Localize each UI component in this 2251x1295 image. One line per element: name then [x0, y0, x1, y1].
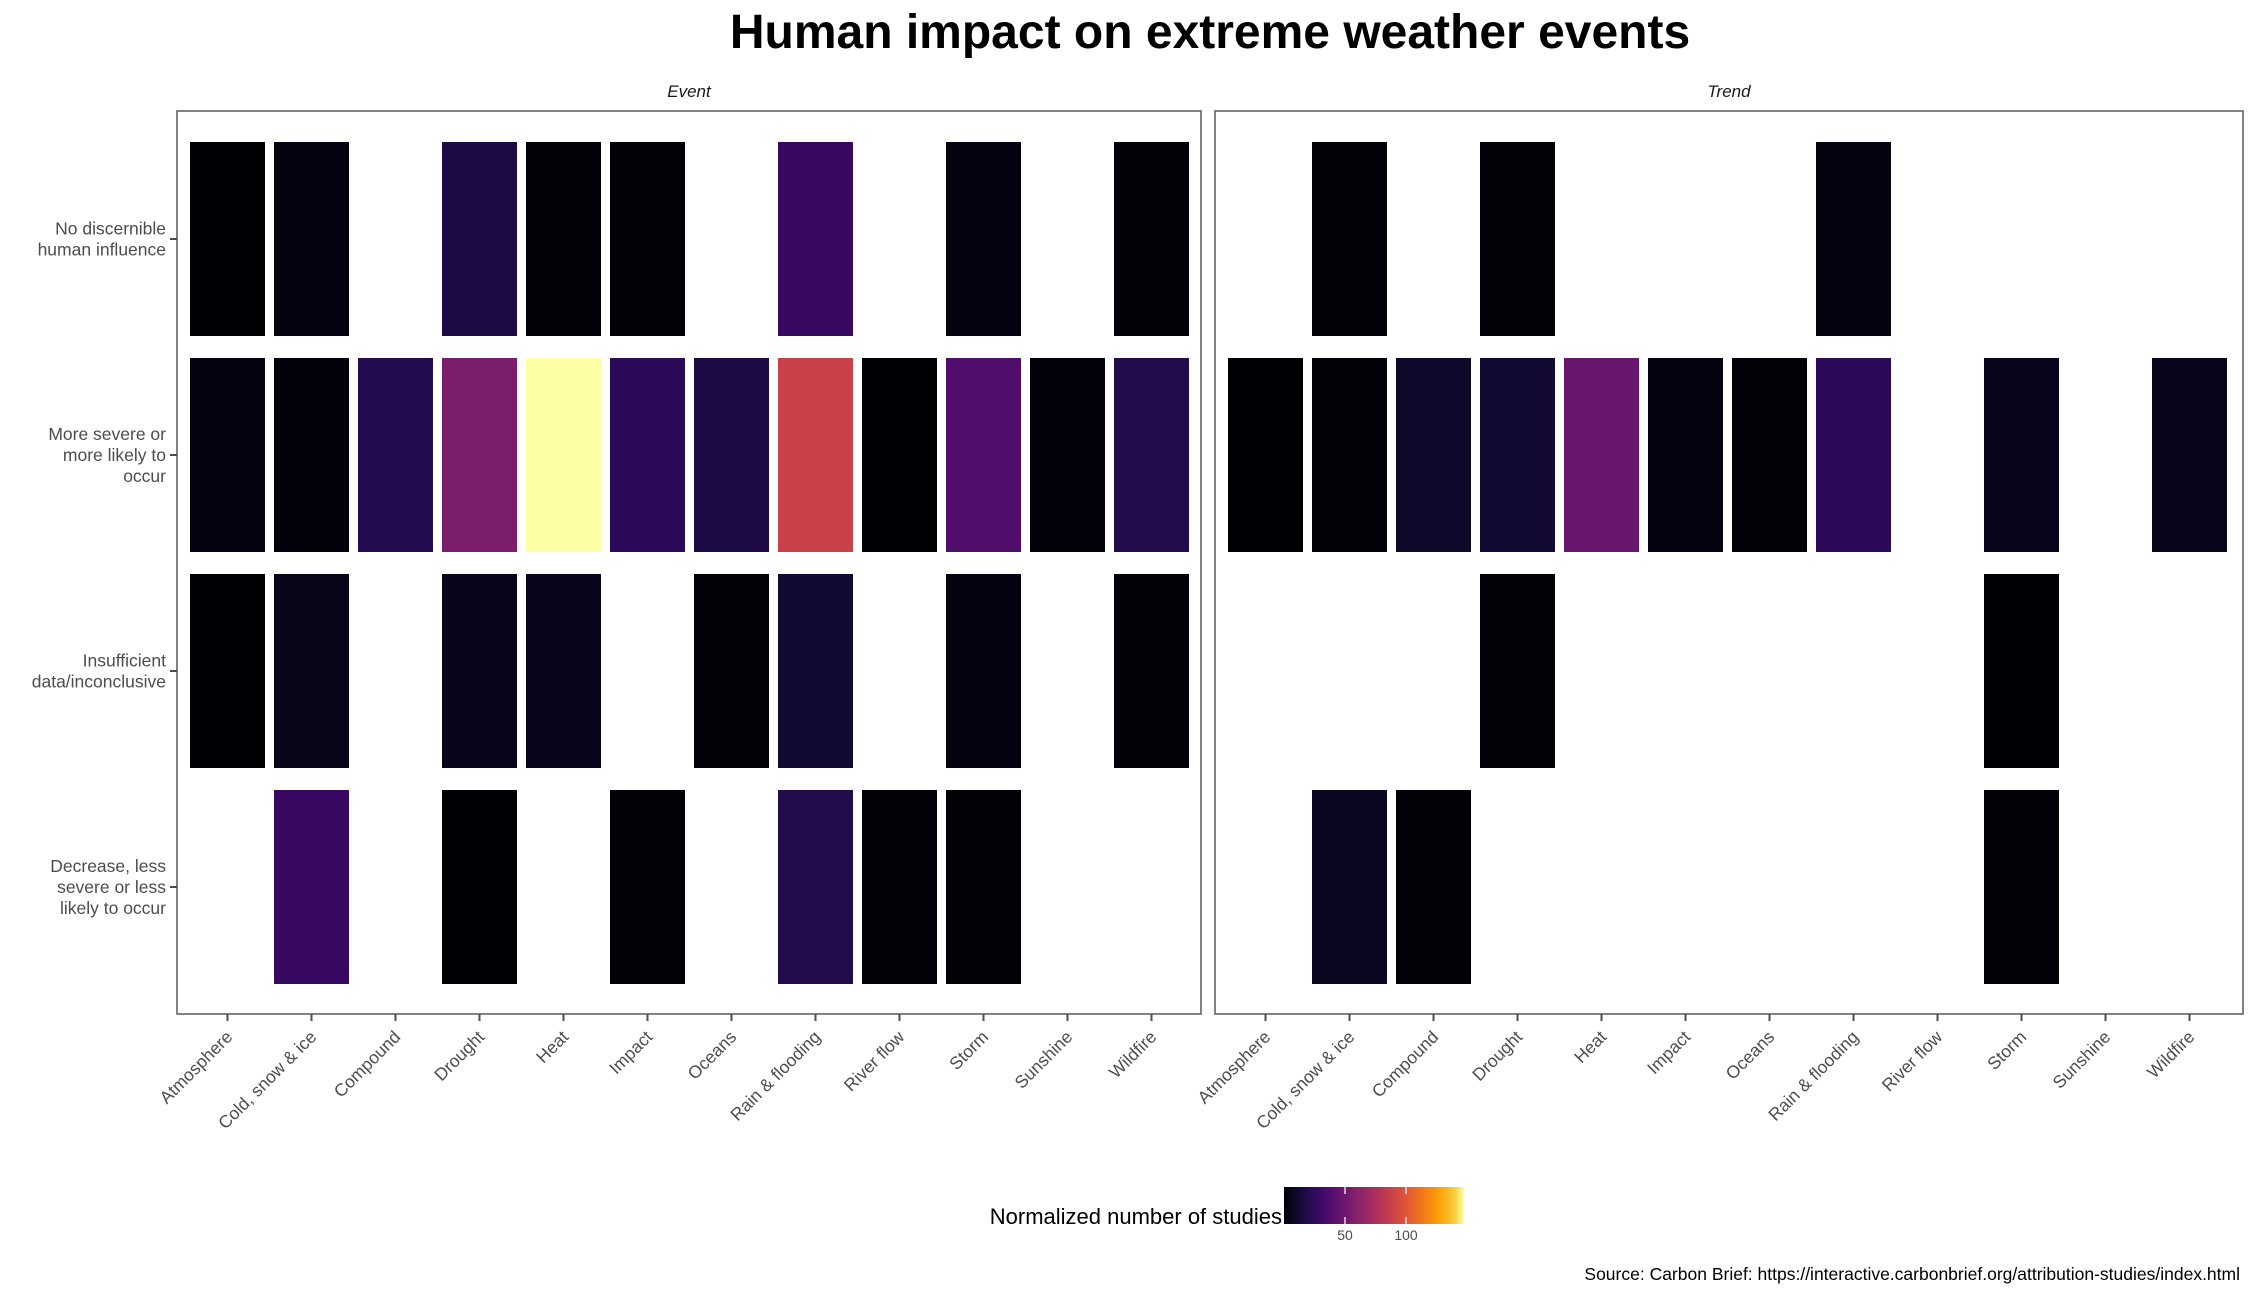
- heatmap-cell: [442, 142, 517, 336]
- heatmap-cell: [1114, 574, 1189, 768]
- heatmap-cell: [1396, 358, 1471, 552]
- heatmap-cell: [1030, 358, 1105, 552]
- panel-border: [1214, 110, 2244, 1015]
- heatmap-cell: [778, 142, 853, 336]
- heatmap-cell: [1312, 142, 1387, 336]
- heatmap-cell: [1396, 790, 1471, 984]
- x-tick-label: Storm: [945, 1027, 992, 1074]
- x-tick-label: Atmosphere: [155, 1027, 236, 1108]
- heatmap-cell: [862, 358, 937, 552]
- colorbar: [1284, 1187, 1464, 1224]
- heatmap-cell: [1984, 574, 2059, 768]
- heatmap-cell: [526, 574, 601, 768]
- x-tick-label: Wildfire: [1105, 1027, 1160, 1082]
- x-tick-label: Drought: [430, 1027, 488, 1085]
- heatmap-cell: [1648, 358, 1723, 552]
- heatmap-cell: [190, 142, 265, 336]
- heatmap-cell: [358, 358, 433, 552]
- x-tick-label: Wildfire: [2143, 1027, 2198, 1082]
- heatmap-cell: [778, 358, 853, 552]
- heatmap-cell: [694, 358, 769, 552]
- x-tick-label: Heat: [1570, 1027, 1610, 1067]
- panel-border: [176, 110, 1202, 1015]
- heatmap-cell: [1816, 142, 1891, 336]
- heatmap-cell: [610, 142, 685, 336]
- heatmap-cell: [862, 790, 937, 984]
- heatmap-cell: [442, 790, 517, 984]
- x-tick-label: Heat: [532, 1027, 572, 1067]
- x-tick-label: Oceans: [1722, 1027, 1779, 1084]
- heatmap-cell: [694, 574, 769, 768]
- heatmap-cell: [274, 358, 349, 552]
- heatmap-cell: [1816, 358, 1891, 552]
- y-tick-label: More severe or more likely to occur: [48, 424, 166, 486]
- heatmap-cell: [1480, 574, 1555, 768]
- y-axis: No discernible human influence More severe…: [32, 219, 177, 918]
- x-tick-label: River flow: [1878, 1026, 1947, 1095]
- heatmap-cell: [1312, 790, 1387, 984]
- facet-label-trend: Trend: [1707, 82, 1751, 101]
- heatmap-cell: [526, 142, 601, 336]
- x-tick-label: Storm: [1983, 1027, 2030, 1074]
- heatmap-cell: [1984, 790, 2059, 984]
- y-tick-label: Insufficient data/inconclusive: [32, 651, 166, 692]
- heatmap-cell: [1984, 358, 2059, 552]
- x-tick-label: Rain & flooding: [726, 1027, 824, 1125]
- x-tick-label: Drought: [1468, 1027, 1526, 1085]
- x-tick-label: Rain & flooding: [1764, 1027, 1862, 1125]
- facet-label-event: Event: [667, 82, 712, 101]
- heatmap-cell: [1732, 358, 1807, 552]
- source-caption: Source: Carbon Brief: https://interactiv…: [1584, 1264, 2240, 1284]
- x-tick-label: Compound: [330, 1027, 405, 1102]
- heatmap-cell: [274, 574, 349, 768]
- x-tick-label: River flow: [840, 1026, 909, 1095]
- legend-tick-label: 100: [1394, 1227, 1418, 1243]
- x-tick-label: Atmosphere: [1193, 1027, 1274, 1108]
- heatmap-cell: [442, 574, 517, 768]
- legend-title: Normalized number of studies: [990, 1204, 1282, 1229]
- heatmap-cell: [946, 142, 1021, 336]
- heatmap-cell: [1228, 358, 1303, 552]
- y-tick-label: Decrease, less severe or less likely to oc…: [50, 856, 166, 918]
- heatmap-cell: [778, 790, 853, 984]
- heatmap-cell: [190, 358, 265, 552]
- x-tick-label: Sunshine: [1011, 1027, 1077, 1093]
- legend-tick-label: 50: [1337, 1227, 1353, 1243]
- heatmap-cell: [442, 358, 517, 552]
- legend-ticks: 50 100: [1337, 1187, 1418, 1243]
- heatmap-cell: [946, 574, 1021, 768]
- heatmap-cell: [526, 358, 601, 552]
- heatmap-cell: [274, 142, 349, 336]
- heatmap-cell: [1480, 358, 1555, 552]
- heatmap-cell: [610, 358, 685, 552]
- heatmap-cell: [2152, 358, 2227, 552]
- x-tick-label: Compound: [1368, 1027, 1443, 1102]
- x-tick-label: Impact: [605, 1027, 656, 1078]
- heatmap-cell: [946, 358, 1021, 552]
- x-tick-label: Sunshine: [2049, 1027, 2115, 1093]
- y-tick-label: No discernible human influence: [38, 219, 166, 260]
- heatmap-cell: [610, 790, 685, 984]
- x-tick-label: Oceans: [684, 1027, 741, 1084]
- heatmap-cell: [1312, 358, 1387, 552]
- heatmap-cell: [274, 790, 349, 984]
- color-legend: Normalized number of studies 50 100: [990, 1187, 1464, 1243]
- heatmap-cell: [190, 574, 265, 768]
- chart-title: Human impact on extreme weather events: [730, 6, 1690, 59]
- heatmap-cell: [946, 790, 1021, 984]
- heatmap-cell: [1480, 142, 1555, 336]
- heatmap-cell: [1114, 142, 1189, 336]
- heatmap-cell: [1564, 358, 1639, 552]
- heatmap-cell: [1114, 358, 1189, 552]
- heatmap-cell: [778, 574, 853, 768]
- x-tick-label: Impact: [1643, 1027, 1694, 1078]
